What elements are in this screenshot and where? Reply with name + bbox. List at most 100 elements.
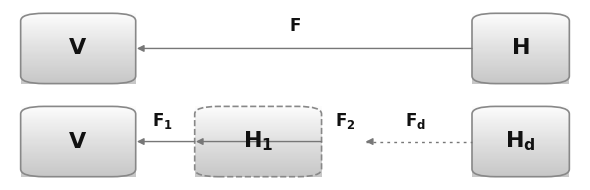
FancyBboxPatch shape: [21, 138, 136, 139]
FancyBboxPatch shape: [21, 160, 136, 162]
FancyBboxPatch shape: [472, 74, 569, 75]
FancyBboxPatch shape: [195, 153, 322, 154]
FancyBboxPatch shape: [21, 111, 136, 112]
FancyBboxPatch shape: [472, 162, 569, 164]
FancyBboxPatch shape: [21, 118, 136, 119]
FancyBboxPatch shape: [472, 49, 569, 51]
FancyBboxPatch shape: [472, 74, 569, 75]
FancyBboxPatch shape: [21, 131, 136, 132]
FancyBboxPatch shape: [21, 39, 136, 40]
FancyBboxPatch shape: [21, 48, 136, 50]
FancyBboxPatch shape: [21, 131, 136, 132]
FancyBboxPatch shape: [21, 107, 136, 109]
FancyBboxPatch shape: [21, 28, 136, 30]
FancyBboxPatch shape: [195, 107, 322, 109]
FancyBboxPatch shape: [472, 42, 569, 44]
FancyBboxPatch shape: [195, 106, 322, 108]
FancyBboxPatch shape: [21, 173, 136, 174]
FancyBboxPatch shape: [195, 107, 322, 109]
FancyBboxPatch shape: [21, 47, 136, 48]
FancyBboxPatch shape: [472, 59, 569, 60]
FancyBboxPatch shape: [472, 125, 569, 126]
FancyBboxPatch shape: [21, 124, 136, 125]
FancyBboxPatch shape: [195, 168, 322, 170]
FancyBboxPatch shape: [21, 165, 136, 166]
FancyBboxPatch shape: [472, 68, 569, 70]
FancyBboxPatch shape: [21, 80, 136, 81]
FancyBboxPatch shape: [472, 114, 569, 116]
FancyBboxPatch shape: [195, 132, 322, 133]
FancyBboxPatch shape: [195, 166, 322, 167]
FancyBboxPatch shape: [21, 38, 136, 39]
FancyBboxPatch shape: [21, 49, 136, 51]
FancyBboxPatch shape: [21, 29, 136, 31]
FancyBboxPatch shape: [195, 152, 322, 153]
FancyBboxPatch shape: [472, 54, 569, 55]
FancyBboxPatch shape: [21, 60, 136, 61]
FancyBboxPatch shape: [21, 49, 136, 51]
FancyBboxPatch shape: [472, 111, 569, 112]
FancyBboxPatch shape: [21, 31, 136, 32]
FancyBboxPatch shape: [195, 131, 322, 132]
FancyBboxPatch shape: [21, 14, 136, 16]
FancyBboxPatch shape: [472, 53, 569, 54]
FancyBboxPatch shape: [21, 149, 136, 151]
FancyBboxPatch shape: [472, 34, 569, 36]
FancyBboxPatch shape: [21, 128, 136, 130]
FancyBboxPatch shape: [472, 109, 569, 111]
FancyBboxPatch shape: [472, 125, 569, 126]
FancyBboxPatch shape: [472, 136, 569, 138]
FancyBboxPatch shape: [472, 121, 569, 123]
FancyBboxPatch shape: [472, 147, 569, 149]
FancyBboxPatch shape: [195, 169, 322, 171]
FancyBboxPatch shape: [472, 128, 569, 130]
FancyBboxPatch shape: [21, 139, 136, 140]
FancyBboxPatch shape: [21, 134, 136, 136]
Text: $\bf{F}_d$: $\bf{F}_d$: [405, 111, 427, 131]
FancyBboxPatch shape: [195, 160, 322, 162]
Text: $\bf{H}$: $\bf{H}$: [511, 38, 530, 59]
Text: $\bf{F}$: $\bf{F}$: [289, 17, 301, 35]
FancyBboxPatch shape: [21, 111, 136, 112]
FancyBboxPatch shape: [21, 170, 136, 172]
FancyBboxPatch shape: [21, 146, 136, 147]
FancyBboxPatch shape: [472, 51, 569, 53]
FancyBboxPatch shape: [472, 175, 569, 177]
FancyBboxPatch shape: [21, 82, 136, 84]
FancyBboxPatch shape: [21, 15, 136, 17]
FancyBboxPatch shape: [21, 121, 136, 123]
FancyBboxPatch shape: [472, 132, 569, 133]
FancyBboxPatch shape: [195, 114, 322, 116]
FancyBboxPatch shape: [195, 163, 322, 165]
FancyBboxPatch shape: [21, 159, 136, 160]
FancyBboxPatch shape: [472, 80, 569, 81]
FancyBboxPatch shape: [21, 145, 136, 146]
FancyBboxPatch shape: [21, 108, 136, 110]
FancyBboxPatch shape: [21, 168, 136, 170]
FancyBboxPatch shape: [472, 129, 569, 131]
FancyBboxPatch shape: [21, 116, 136, 118]
FancyBboxPatch shape: [472, 13, 569, 14]
FancyBboxPatch shape: [195, 134, 322, 136]
FancyBboxPatch shape: [472, 152, 569, 153]
FancyBboxPatch shape: [21, 127, 136, 129]
FancyBboxPatch shape: [472, 127, 569, 129]
FancyBboxPatch shape: [21, 34, 136, 36]
FancyBboxPatch shape: [472, 71, 569, 73]
FancyBboxPatch shape: [195, 125, 322, 126]
FancyBboxPatch shape: [21, 55, 136, 57]
FancyBboxPatch shape: [472, 69, 569, 71]
FancyBboxPatch shape: [472, 165, 569, 166]
FancyBboxPatch shape: [21, 55, 136, 57]
FancyBboxPatch shape: [472, 139, 569, 140]
FancyBboxPatch shape: [472, 113, 569, 115]
FancyBboxPatch shape: [21, 47, 136, 48]
FancyBboxPatch shape: [472, 73, 569, 74]
FancyBboxPatch shape: [472, 43, 569, 45]
FancyBboxPatch shape: [472, 122, 569, 124]
FancyBboxPatch shape: [472, 121, 569, 123]
FancyBboxPatch shape: [195, 146, 322, 147]
FancyBboxPatch shape: [472, 163, 569, 165]
FancyBboxPatch shape: [472, 76, 569, 78]
FancyBboxPatch shape: [472, 131, 569, 132]
